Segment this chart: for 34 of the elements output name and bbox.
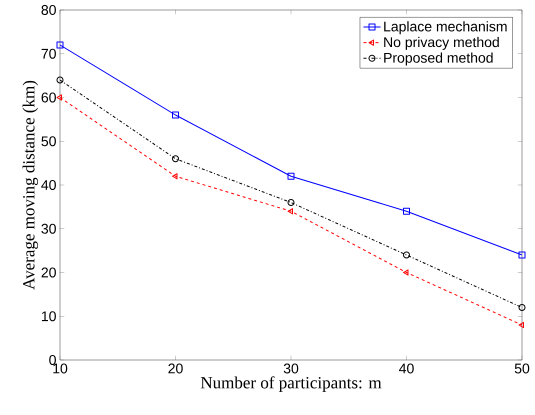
point — [288, 208, 294, 214]
point — [172, 155, 179, 162]
y-tick-label: 50 — [41, 136, 56, 146]
y-tick-label: 80 — [42, 5, 56, 15]
point — [518, 304, 526, 311]
legend-label: Proposed method — [384, 52, 493, 66]
point — [172, 173, 178, 180]
point — [403, 269, 409, 276]
y-tick-label: 10 — [42, 311, 56, 322]
point — [172, 111, 179, 118]
legend-label: Laplace mechanism — [384, 21, 507, 34]
point — [56, 76, 64, 84]
x-tick-label: 40 — [399, 364, 414, 374]
x-axis-title: Number of participants: m — [200, 376, 382, 392]
x-tick-label: 50 — [514, 364, 530, 374]
point — [288, 172, 294, 180]
x-tick-label: 30 — [284, 364, 298, 374]
point — [288, 199, 294, 206]
y-tick-label: 70 — [42, 48, 56, 59]
y-axis-title: Average moving distance (km) — [22, 80, 38, 290]
point — [403, 208, 410, 215]
y-tick-label: 60 — [42, 92, 56, 102]
y-tick-label: 30 — [41, 224, 56, 234]
y-tick-label: 0 — [49, 355, 56, 365]
legend-label: No privacy method — [384, 36, 499, 50]
point — [403, 252, 410, 258]
y-tick-label: 40 — [41, 180, 56, 190]
y-tick-label: 20 — [42, 268, 56, 278]
x-tick-label: 20 — [168, 364, 183, 374]
point — [518, 252, 526, 258]
x-tick-label: 10 — [53, 364, 68, 374]
point — [518, 322, 524, 328]
point — [56, 41, 64, 48]
point — [56, 94, 62, 101]
